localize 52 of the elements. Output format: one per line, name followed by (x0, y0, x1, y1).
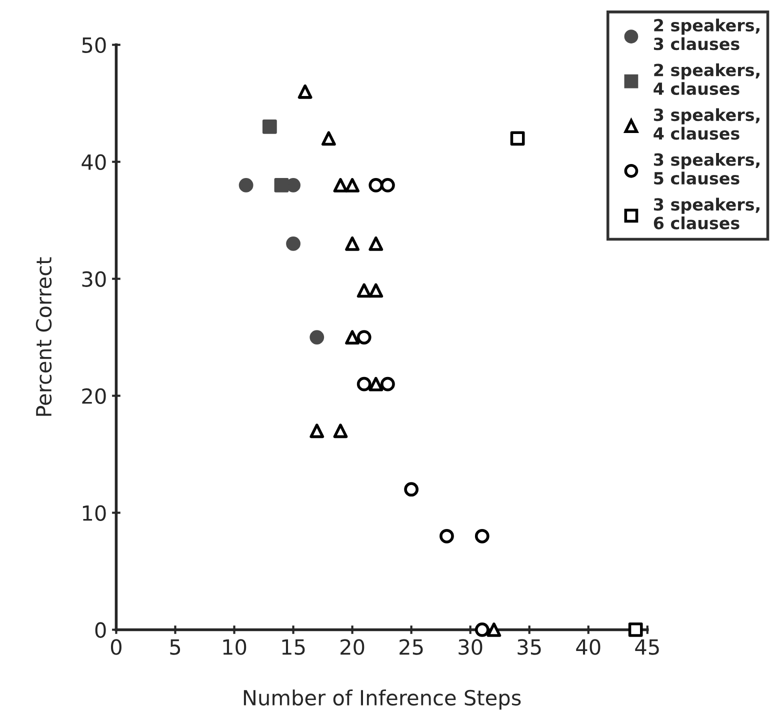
point (486, 622, 502, 637)
x-tick-label: 45 (635, 639, 659, 655)
y-tick-label: 50 (82, 37, 106, 54)
legend-label: 3 speakers, 4 clauses (654, 108, 760, 140)
x-tick-label: 25 (400, 639, 423, 655)
x-tick-label: 40 (576, 639, 600, 655)
point (628, 622, 643, 637)
point (345, 330, 360, 344)
y-tick-label: 20 (82, 388, 106, 404)
y-tick-label: 10 (82, 505, 106, 521)
point (510, 131, 525, 146)
y-tick-label: 40 (82, 154, 106, 170)
point (333, 424, 348, 438)
point (274, 178, 289, 192)
point (474, 622, 490, 637)
y-tick-label: 0 (95, 622, 106, 638)
point (310, 424, 324, 438)
point (368, 236, 384, 251)
legend-label: 3 speakers, 5 clauses (654, 152, 760, 185)
legend-label: 2 speakers, 3 clauses (654, 18, 760, 50)
point (380, 178, 395, 192)
point (238, 178, 254, 192)
point (321, 131, 336, 146)
legend-label: 3 speakers, 6 clauses (654, 198, 760, 230)
x-axis-title: Number of Inference Steps (244, 689, 521, 710)
x-tick-label: 20 (340, 639, 364, 655)
legend-label: 2 speakers, 4 clauses (654, 63, 760, 95)
point (356, 330, 372, 344)
point (345, 236, 360, 251)
point (404, 482, 419, 497)
point (368, 376, 384, 392)
y-tick-label: 30 (82, 271, 106, 287)
x-tick-label: 30 (458, 639, 482, 655)
y-axis-title: Percent Correct (36, 257, 52, 416)
x-tick-label: 10 (223, 639, 246, 655)
x-tick-label: 5 (170, 639, 180, 655)
point (474, 528, 490, 544)
x-tick-label: 35 (518, 639, 541, 655)
point (368, 178, 384, 192)
point (368, 283, 384, 298)
point (345, 178, 360, 192)
point (262, 120, 277, 134)
point (356, 283, 372, 298)
point (298, 84, 312, 99)
point (380, 376, 395, 392)
point (310, 330, 324, 344)
point (356, 376, 372, 392)
x-tick-label: 0 (110, 639, 122, 655)
point (286, 236, 300, 251)
x-tick-label: 15 (282, 639, 305, 655)
point (333, 178, 348, 192)
point (440, 528, 454, 544)
